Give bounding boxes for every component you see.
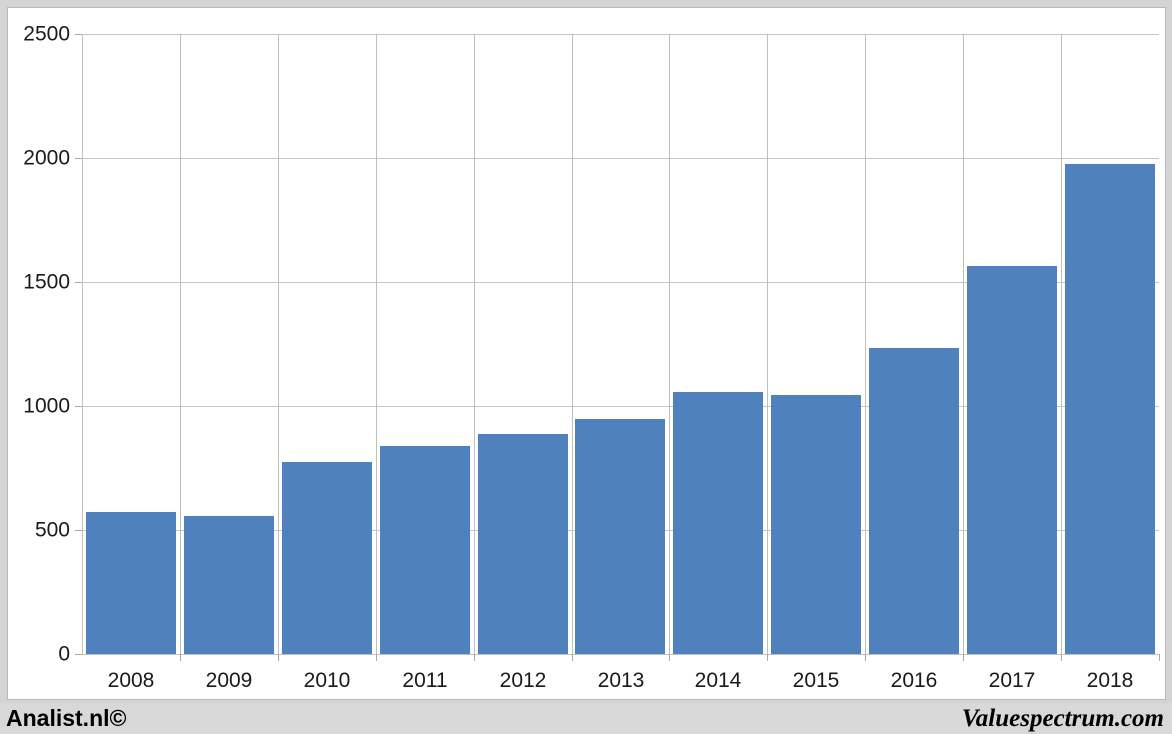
y-axis-label: 2500 <box>23 22 70 46</box>
bar-2017[interactable] <box>967 265 1057 654</box>
x-axis-label-2018: 2018 <box>1086 669 1134 692</box>
x-axis-label-2017: 2017 <box>988 669 1036 692</box>
x-axis-label-2016: 2016 <box>890 669 938 692</box>
y-axis-tick <box>75 654 82 655</box>
x-gridline <box>474 34 475 654</box>
plot-area: 0 500 1000 1500 2000 2500 2008 2009 2010 2011 2012… <box>23 24 1160 691</box>
x-gridline <box>572 34 573 654</box>
x-axis-tick <box>278 654 279 661</box>
x-axis-tick <box>474 654 475 661</box>
x-gridline <box>767 34 768 654</box>
y-gridline <box>82 282 1159 283</box>
y-axis-line <box>82 34 83 654</box>
y-axis-label: 500 <box>34 518 70 542</box>
x-axis-line <box>82 654 1159 655</box>
x-axis-tick <box>180 654 181 661</box>
y-gridline <box>82 158 1159 159</box>
bar-2008[interactable] <box>86 511 176 654</box>
x-axis-label-2009: 2009 <box>205 669 253 692</box>
bar-2009[interactable] <box>184 516 274 654</box>
chart-canvas: 0 500 1000 1500 2000 2500 2008 2009 2010 2011 2012… <box>7 7 1166 700</box>
x-axis-label-2010: 2010 <box>303 669 351 692</box>
y-axis-tick <box>75 530 82 531</box>
bar-2018[interactable] <box>1065 163 1155 654</box>
x-gridline <box>376 34 377 654</box>
x-axis-tick <box>1159 654 1160 661</box>
x-axis-tick <box>669 654 670 661</box>
bar-2012[interactable] <box>478 434 568 654</box>
bar-2014[interactable] <box>673 392 763 654</box>
x-gridline <box>963 34 964 654</box>
x-gridline <box>1061 34 1062 654</box>
bar-2010[interactable] <box>282 462 372 654</box>
x-axis-label-2013: 2013 <box>597 669 645 692</box>
x-gridline <box>865 34 866 654</box>
y-axis-tick <box>75 158 82 159</box>
x-axis-label-2008: 2008 <box>107 669 155 692</box>
y-axis-tick <box>75 34 82 35</box>
x-axis-tick <box>963 654 964 661</box>
y-axis-label: 1000 <box>23 394 70 418</box>
x-axis-label-2015: 2015 <box>792 669 840 692</box>
x-gridline <box>669 34 670 654</box>
y-axis-label: 0 <box>58 642 70 666</box>
x-gridline <box>278 34 279 654</box>
chart-frame: 0 500 1000 1500 2000 2500 2008 2009 2010 2011 2012… <box>7 7 1166 700</box>
x-axis-label-2014: 2014 <box>694 669 742 692</box>
x-axis-tick <box>865 654 866 661</box>
y-axis-label: 2000 <box>23 146 70 170</box>
x-axis-tick <box>376 654 377 661</box>
footer-attribution-valuespectrum: Valuespectrum.com <box>961 705 1164 732</box>
x-axis-label-2012: 2012 <box>499 669 547 692</box>
x-gridline <box>180 34 181 654</box>
x-axis-tick <box>572 654 573 661</box>
y-axis-tick <box>75 282 82 283</box>
y-axis-tick <box>75 406 82 407</box>
bar-2015[interactable] <box>771 395 861 654</box>
x-axis-label-2011: 2011 <box>402 669 448 692</box>
footer-bar: Analist.nl© Valuespectrum.com <box>0 703 1172 734</box>
y-axis-label: 1500 <box>23 270 70 294</box>
x-axis-tick <box>767 654 768 661</box>
bar-2016[interactable] <box>869 347 959 654</box>
bar-2013[interactable] <box>575 418 665 654</box>
footer-attribution-analist: Analist.nl© <box>6 705 127 731</box>
x-axis-tick <box>1061 654 1062 661</box>
y-gridline <box>82 406 1159 407</box>
bar-2011[interactable] <box>380 445 470 654</box>
y-gridline <box>82 34 1159 35</box>
